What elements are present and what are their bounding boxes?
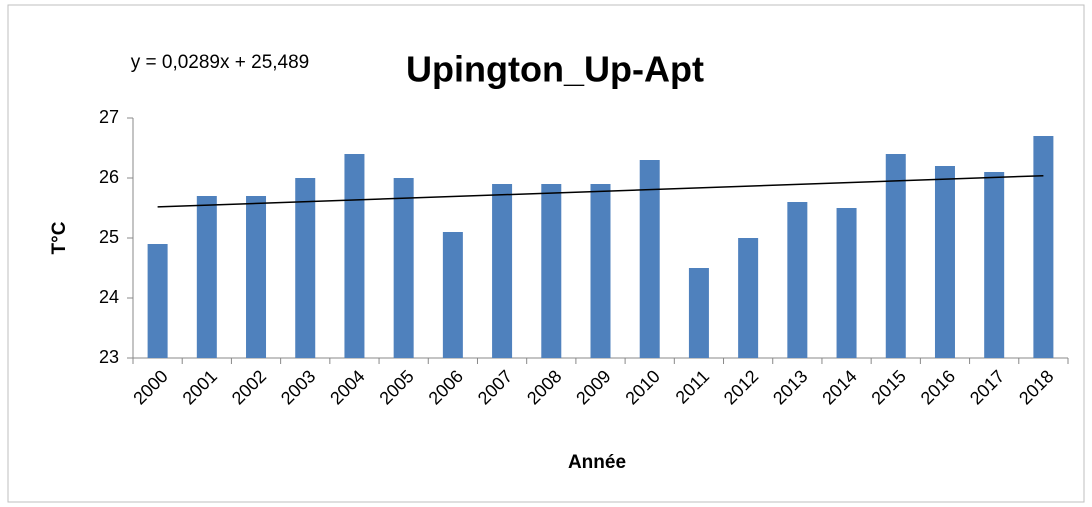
y-tick-label: 24	[99, 287, 119, 307]
bar	[442, 232, 463, 358]
trendline-equation: y = 0,0289x + 25,489	[131, 52, 310, 73]
bar	[639, 160, 660, 358]
bar	[836, 208, 857, 358]
bar	[1033, 136, 1054, 358]
y-tick-label: 27	[99, 107, 119, 127]
bar	[541, 184, 562, 358]
bar	[688, 268, 709, 358]
chart-title: Upington_Up-Apt	[406, 49, 704, 90]
bar	[738, 238, 759, 358]
bar	[147, 244, 168, 358]
bar	[984, 172, 1005, 358]
trendline	[157, 174, 1044, 208]
bar	[787, 202, 808, 358]
x-axis-label: Année	[568, 452, 626, 473]
bar	[295, 178, 316, 358]
bar	[885, 154, 906, 358]
y-tick-label: 23	[99, 347, 119, 367]
bar	[492, 184, 513, 358]
y-tick-label: 26	[99, 167, 119, 187]
bar	[196, 196, 217, 358]
bar	[393, 178, 414, 358]
bar	[590, 184, 611, 358]
bar	[246, 196, 267, 358]
bar	[934, 166, 955, 358]
y-axis-label: T°C	[49, 221, 70, 254]
y-tick-label: 25	[99, 227, 119, 247]
bar	[344, 154, 365, 358]
